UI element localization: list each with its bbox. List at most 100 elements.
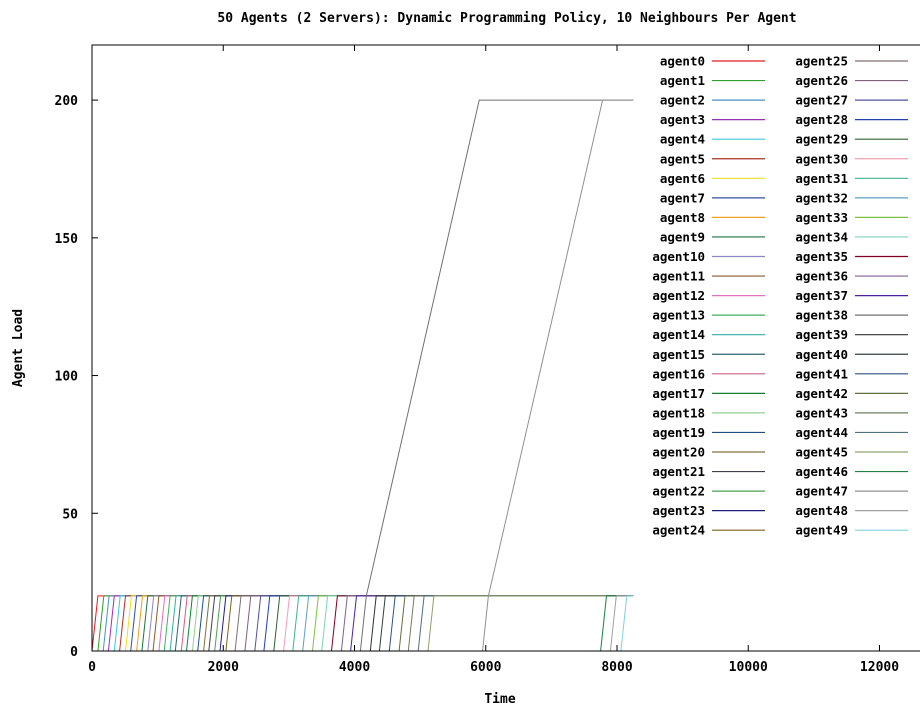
y-tick-label: 50 bbox=[62, 507, 78, 522]
legend-label-agent1: agent1 bbox=[660, 73, 705, 88]
series-line-agent42 bbox=[398, 595, 634, 652]
legend-label-agent42: agent42 bbox=[795, 386, 848, 401]
legend-label-agent18: agent18 bbox=[652, 405, 705, 420]
series-line-agent47 bbox=[482, 99, 634, 652]
legend-label-agent37: agent37 bbox=[795, 288, 848, 303]
series-line-agent28 bbox=[263, 595, 634, 652]
legend-label-agent2: agent2 bbox=[660, 93, 705, 108]
legend-label-agent8: agent8 bbox=[660, 210, 705, 225]
legend-label-agent10: agent10 bbox=[652, 249, 705, 264]
legend-label-agent27: agent27 bbox=[795, 93, 848, 108]
legend: agent0 agent1 agent2 agent3 agent4 agent5 agen… bbox=[652, 54, 908, 538]
series-line-agent20 bbox=[203, 595, 634, 652]
series-line-agent46 bbox=[600, 595, 634, 652]
series-line-agent43 bbox=[407, 595, 634, 652]
legend-label-agent7: agent7 bbox=[660, 190, 705, 205]
legend-label-agent49: agent49 bbox=[795, 523, 848, 538]
series-line-agent38 bbox=[359, 99, 634, 652]
series-line-agent39 bbox=[369, 595, 634, 652]
series-line-agent8 bbox=[136, 595, 634, 652]
series-line-agent5 bbox=[119, 595, 634, 652]
legend-label-agent6: agent6 bbox=[660, 171, 705, 186]
legend-label-agent3: agent3 bbox=[660, 112, 705, 127]
legend-label-agent16: agent16 bbox=[652, 366, 705, 381]
legend-label-agent22: agent22 bbox=[652, 484, 705, 499]
legend-label-agent0: agent0 bbox=[660, 54, 705, 69]
legend-label-agent20: agent20 bbox=[652, 445, 705, 460]
legend-label-agent17: agent17 bbox=[652, 386, 705, 401]
series-line-agent45 bbox=[427, 595, 634, 652]
series-line-agent6 bbox=[125, 595, 634, 652]
legend-label-agent32: agent32 bbox=[795, 190, 848, 205]
legend-label-agent9: agent9 bbox=[660, 229, 705, 244]
legend-label-agent45: agent45 bbox=[795, 445, 848, 460]
legend-label-agent24: agent24 bbox=[652, 523, 705, 538]
series-line-agent13 bbox=[163, 595, 634, 652]
ticks-layer: 0 2000 4000 6000 8000 10000 12000 0 50 100 150 200 bbox=[55, 45, 899, 675]
legend-label-agent21: agent21 bbox=[652, 464, 705, 479]
y-tick-label: 200 bbox=[55, 94, 79, 109]
y-axis-label: Agent Load bbox=[11, 309, 26, 387]
legend-label-agent33: agent33 bbox=[795, 210, 848, 225]
legend-label-agent44: agent44 bbox=[795, 425, 848, 440]
x-tick-label: 6000 bbox=[470, 660, 501, 675]
x-tick-label: 4000 bbox=[339, 660, 370, 675]
plot-border bbox=[91, 44, 920, 652]
series-line-agent19 bbox=[197, 595, 634, 652]
legend-label-agent47: agent47 bbox=[795, 484, 848, 499]
x-tick-label: 8000 bbox=[601, 660, 632, 675]
legend-label-agent5: agent5 bbox=[660, 151, 705, 166]
x-axis-label: Time bbox=[484, 692, 515, 707]
series-line-agent16 bbox=[180, 595, 634, 652]
legend-label-agent35: agent35 bbox=[795, 249, 848, 264]
legend-label-agent38: agent38 bbox=[795, 308, 848, 323]
series-line-agent40 bbox=[378, 595, 634, 652]
series-line-agent23 bbox=[219, 595, 634, 652]
series-line-agent34 bbox=[321, 595, 634, 652]
legend-label-agent28: agent28 bbox=[795, 112, 848, 127]
x-tick-label: 0 bbox=[88, 660, 96, 675]
legend-label-agent25: agent25 bbox=[795, 54, 848, 69]
legend-label-agent19: agent19 bbox=[652, 425, 705, 440]
series-line-agent35 bbox=[331, 595, 634, 652]
y-tick-label: 0 bbox=[70, 645, 78, 660]
series-line-agent2 bbox=[102, 595, 634, 652]
legend-label-agent12: agent12 bbox=[652, 288, 705, 303]
legend-label-agent39: agent39 bbox=[795, 327, 848, 342]
legend-label-agent43: agent43 bbox=[795, 405, 848, 420]
legend-label-agent26: agent26 bbox=[795, 73, 848, 88]
x-tick-label: 10000 bbox=[729, 660, 768, 675]
legend-label-agent29: agent29 bbox=[795, 132, 848, 147]
x-tick-label: 2000 bbox=[208, 660, 239, 675]
series-line-agent29 bbox=[273, 595, 634, 652]
series-line-agent27 bbox=[254, 595, 634, 652]
legend-label-agent46: agent46 bbox=[795, 464, 848, 479]
legend-label-agent36: agent36 bbox=[795, 269, 848, 284]
legend-label-agent4: agent4 bbox=[660, 132, 705, 147]
series-line-agent25 bbox=[234, 595, 634, 652]
legend-label-agent48: agent48 bbox=[795, 503, 848, 518]
series-line-agent17 bbox=[186, 595, 634, 652]
series-line-agent49 bbox=[620, 595, 634, 652]
legend-label-agent15: agent15 bbox=[652, 347, 705, 362]
y-tick-label: 100 bbox=[55, 370, 79, 385]
x-tick-label: 12000 bbox=[860, 660, 899, 675]
series-line-agent41 bbox=[388, 595, 634, 652]
legend-label-agent11: agent11 bbox=[652, 269, 705, 284]
series-layer bbox=[91, 99, 634, 652]
legend-label-agent31: agent31 bbox=[795, 171, 848, 186]
series-line-agent4 bbox=[113, 595, 634, 652]
legend-label-agent23: agent23 bbox=[652, 503, 705, 518]
series-line-agent37 bbox=[350, 595, 634, 652]
series-line-agent33 bbox=[312, 595, 634, 652]
legend-label-agent30: agent30 bbox=[795, 151, 848, 166]
y-tick-label: 150 bbox=[55, 232, 79, 247]
legend-label-agent41: agent41 bbox=[795, 366, 848, 381]
series-line-agent32 bbox=[302, 595, 634, 652]
chart-title: 50 Agents (2 Servers): Dynamic Programmi… bbox=[217, 11, 796, 26]
legend-label-agent40: agent40 bbox=[795, 347, 848, 362]
legend-label-agent14: agent14 bbox=[652, 327, 705, 342]
legend-label-agent13: agent13 bbox=[652, 308, 705, 323]
series-line-agent12 bbox=[158, 595, 634, 652]
